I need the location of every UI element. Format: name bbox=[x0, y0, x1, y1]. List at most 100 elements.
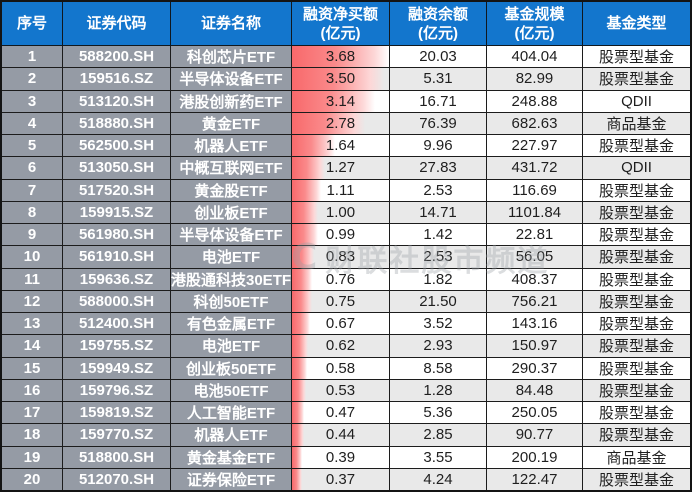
cell-name: 创业板50ETF bbox=[171, 357, 292, 379]
cell-scale: 250.05 bbox=[487, 402, 583, 424]
cell-scale: 227.97 bbox=[487, 135, 583, 157]
cell-name: 有色金属ETF bbox=[171, 313, 292, 335]
cell-index: 18 bbox=[2, 424, 63, 446]
table-row: 12 588000.SH 科创50ETF 0.75 21.50 756.21 股票型基金 bbox=[2, 290, 690, 313]
cell-net-buy: 3.50 bbox=[292, 68, 390, 90]
cell-code: 561980.SH bbox=[63, 224, 171, 246]
cell-net-buy: 0.67 bbox=[292, 313, 390, 335]
cell-type: 商品基金 bbox=[583, 446, 690, 468]
cell-balance: 21.50 bbox=[390, 290, 487, 312]
cell-scale: 56.05 bbox=[487, 246, 583, 268]
cell-net-buy: 0.53 bbox=[292, 379, 390, 401]
cell-net-buy: 1.11 bbox=[292, 179, 390, 201]
cell-name: 人工智能ETF bbox=[171, 402, 292, 424]
cell-name: 科创50ETF bbox=[171, 290, 292, 312]
cell-type: 股票型基金 bbox=[583, 424, 690, 446]
cell-type: 股票型基金 bbox=[583, 68, 690, 90]
cell-index: 1 bbox=[2, 46, 63, 68]
cell-balance: 76.39 bbox=[390, 112, 487, 134]
cell-name: 半导体设备ETF bbox=[171, 68, 292, 90]
cell-index: 14 bbox=[2, 335, 63, 357]
column-header-0: 序号 bbox=[2, 2, 63, 46]
cell-index: 10 bbox=[2, 246, 63, 268]
cell-index: 3 bbox=[2, 90, 63, 112]
net-buy-data-bar bbox=[292, 313, 310, 335]
cell-balance: 1.42 bbox=[390, 224, 487, 246]
cell-type: 商品基金 bbox=[583, 112, 690, 134]
cell-balance: 1.82 bbox=[390, 268, 487, 290]
cell-name: 黄金基金ETF bbox=[171, 446, 292, 468]
table-row: 6 513050.SH 中概互联网ETF 1.27 27.83 431.72 QDII bbox=[2, 157, 690, 180]
cell-balance: 2.85 bbox=[390, 424, 487, 446]
cell-code: 159949.SZ bbox=[63, 357, 171, 379]
cell-index: 20 bbox=[2, 468, 63, 490]
net-buy-data-bar bbox=[292, 224, 319, 246]
cell-scale: 431.72 bbox=[487, 157, 583, 179]
table-row: 19 518800.SH 黄金基金ETF 0.39 3.55 200.19 商品基金 bbox=[2, 446, 690, 469]
cell-scale: 404.04 bbox=[487, 46, 583, 68]
net-buy-data-bar bbox=[292, 46, 389, 68]
cell-balance: 1.28 bbox=[390, 379, 487, 401]
cell-index: 11 bbox=[2, 268, 63, 290]
cell-balance: 2.93 bbox=[390, 335, 487, 357]
cell-type: 股票型基金 bbox=[583, 402, 690, 424]
cell-scale: 150.97 bbox=[487, 335, 583, 357]
cell-balance: 27.83 bbox=[390, 157, 487, 179]
column-header-2: 证券名称 bbox=[171, 2, 292, 46]
cell-type: 股票型基金 bbox=[583, 268, 690, 290]
net-buy-data-bar bbox=[292, 290, 312, 312]
cell-code: 513050.SH bbox=[63, 157, 171, 179]
cell-name: 中概互联网ETF bbox=[171, 157, 292, 179]
cell-name: 港股通科技30ETF bbox=[171, 268, 292, 290]
cell-type: 股票型基金 bbox=[583, 313, 690, 335]
cell-name: 科创芯片ETF bbox=[171, 46, 292, 68]
cell-net-buy: 0.58 bbox=[292, 357, 390, 379]
table-row: 16 159796.SZ 电池50ETF 0.53 1.28 84.48 股票型基金 bbox=[2, 379, 690, 402]
column-header-4: 融资余额 (亿元) bbox=[390, 2, 487, 46]
cell-name: 电池ETF bbox=[171, 335, 292, 357]
cell-net-buy: 1.00 bbox=[292, 201, 390, 223]
cell-type: 股票型基金 bbox=[583, 246, 690, 268]
cell-balance: 5.31 bbox=[390, 68, 487, 90]
cell-type: 股票型基金 bbox=[583, 201, 690, 223]
cell-code: 588000.SH bbox=[63, 290, 171, 312]
cell-code: 518880.SH bbox=[63, 112, 171, 134]
table-row: 2 159516.SZ 半导体设备ETF 3.50 5.31 82.99 股票型基金 bbox=[2, 68, 690, 91]
cell-name: 创业板ETF bbox=[171, 201, 292, 223]
cell-code: 562500.SH bbox=[63, 135, 171, 157]
cell-name: 黄金股ETF bbox=[171, 179, 292, 201]
table-body: 1 588200.SH 科创芯片ETF 3.68 20.03 404.04 股票型基金 2 15… bbox=[2, 46, 690, 490]
table-row: 17 159819.SZ 人工智能ETF 0.47 5.36 250.05 股票型基金 bbox=[2, 402, 690, 425]
cell-index: 4 bbox=[2, 112, 63, 134]
net-buy-data-bar bbox=[292, 68, 385, 90]
cell-balance: 4.24 bbox=[390, 468, 487, 490]
cell-net-buy: 0.62 bbox=[292, 335, 390, 357]
net-buy-data-bar bbox=[292, 402, 305, 424]
cell-balance: 3.52 bbox=[390, 313, 487, 335]
cell-scale: 248.88 bbox=[487, 90, 583, 112]
net-buy-data-bar bbox=[292, 268, 313, 290]
cell-name: 机器人ETF bbox=[171, 424, 292, 446]
net-buy-data-bar bbox=[292, 246, 314, 268]
cell-name: 证券保险ETF bbox=[171, 468, 292, 490]
table-row: 10 561910.SH 电池ETF 0.83 2.53 56.05 股票型基金 bbox=[2, 246, 690, 269]
table-row: 7 517520.SH 黄金股ETF 1.11 2.53 116.69 股票型基金 bbox=[2, 179, 690, 202]
cell-code: 561910.SH bbox=[63, 246, 171, 268]
cell-scale: 122.47 bbox=[487, 468, 583, 490]
table-row: 4 518880.SH 黄金ETF 2.78 76.39 682.63 商品基金 bbox=[2, 112, 690, 135]
cell-scale: 200.19 bbox=[487, 446, 583, 468]
cell-net-buy: 0.47 bbox=[292, 402, 390, 424]
cell-scale: 756.21 bbox=[487, 290, 583, 312]
cell-index: 15 bbox=[2, 357, 63, 379]
net-buy-data-bar bbox=[292, 379, 306, 401]
cell-net-buy: 0.44 bbox=[292, 424, 390, 446]
cell-balance: 2.53 bbox=[390, 246, 487, 268]
net-buy-data-bar bbox=[292, 179, 322, 201]
cell-name: 电池50ETF bbox=[171, 379, 292, 401]
cell-type: 股票型基金 bbox=[583, 46, 690, 68]
cell-code: 513120.SH bbox=[63, 90, 171, 112]
table-row: 14 159755.SZ 电池ETF 0.62 2.93 150.97 股票型基金 bbox=[2, 335, 690, 358]
cell-balance: 9.96 bbox=[390, 135, 487, 157]
cell-scale: 290.37 bbox=[487, 357, 583, 379]
